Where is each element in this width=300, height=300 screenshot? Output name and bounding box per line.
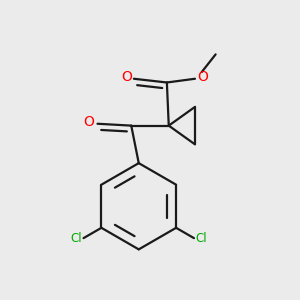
Text: Cl: Cl xyxy=(70,232,82,244)
Text: O: O xyxy=(197,70,208,84)
Text: O: O xyxy=(84,115,94,129)
Text: Cl: Cl xyxy=(196,232,208,244)
Text: O: O xyxy=(121,70,132,84)
